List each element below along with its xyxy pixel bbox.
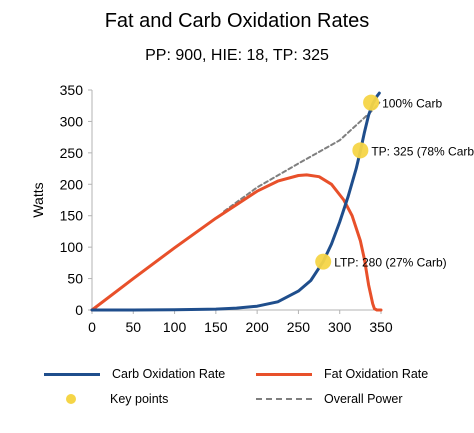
legend-label-overall-power: Overall Power [324, 392, 403, 406]
legend-item-overall-power: Overall Power [256, 392, 403, 406]
y-tick-label: 300 [60, 113, 84, 129]
series-line-fat-oxidation-rate [90, 173, 383, 312]
y-tick-label: 250 [60, 145, 84, 161]
chart-subtitle: PP: 900, HIE: 18, TP: 325 [145, 47, 329, 64]
x-tick-label: 150 [204, 319, 228, 335]
legend-item-fat: Fat Oxidation Rate [256, 367, 428, 381]
y-tick-label: 200 [60, 176, 84, 192]
y-tick-label: 50 [67, 271, 83, 287]
key-point-marker [352, 142, 369, 159]
legend-item-carb: Carb Oxidation Rate [44, 367, 225, 381]
plot-area: 0 50 100 150 200 250 300 350 0 50 100 150 200 250 300 3… [60, 82, 474, 335]
legend-label-carb: Carb Oxidation Rate [112, 367, 226, 381]
series-line-carb-oxidation-rate [90, 91, 381, 312]
x-tick-label: 350 [369, 319, 393, 335]
x-tick-label: 0 [88, 319, 96, 335]
key-point-label: LTP: 280 (27% Carb) [334, 256, 447, 270]
x-tick-label: 200 [245, 319, 269, 335]
legend-label-fat: Fat Oxidation Rate [324, 367, 429, 381]
chart-title: Fat and Carb Oxidation Rates [104, 10, 370, 32]
y-tick-label: 100 [60, 239, 84, 255]
x-tick-label: 300 [328, 319, 352, 335]
legend-item-key-points: Key points [66, 392, 168, 406]
legend-swatch-key-points [66, 394, 76, 404]
key-point-label: TP: 325 (78% Carb) [371, 144, 474, 158]
key-point-marker [363, 94, 380, 111]
y-tick-label: 150 [60, 208, 84, 224]
x-tick-label: 50 [125, 319, 141, 335]
legend-label-key-points: Key points [110, 392, 169, 406]
legend-swatch-fat [256, 372, 312, 376]
key-point-marker [315, 253, 332, 270]
legend-swatch-overall-power [256, 398, 312, 400]
key-point-label: 100% Carb [382, 97, 442, 111]
legend-swatch-carb [44, 372, 100, 376]
y-axis-label: Watts [30, 182, 46, 218]
y-tick-label: 0 [75, 302, 83, 318]
y-tick-label: 350 [60, 82, 84, 98]
x-tick-label: 100 [163, 319, 187, 335]
x-tick-label: 250 [287, 319, 311, 335]
